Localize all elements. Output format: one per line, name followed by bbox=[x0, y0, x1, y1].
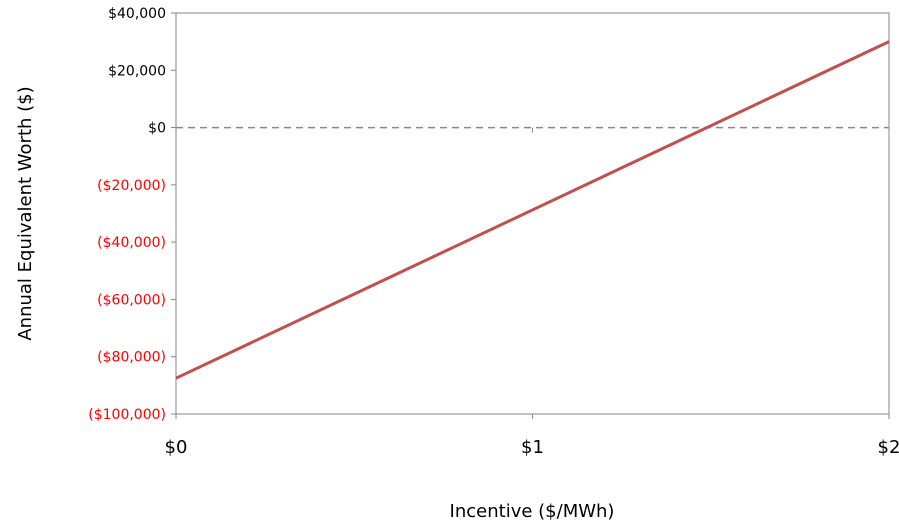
series-line bbox=[175, 40, 890, 380]
y-tick-label: $0 bbox=[148, 121, 166, 137]
y-tick-label: $40,000 bbox=[108, 6, 166, 22]
y-tick-label: ($80,000) bbox=[97, 350, 166, 366]
x-axis-ticks: $0 $1 $2 bbox=[165, 414, 899, 458]
y-axis-ticks: $40,000 $20,000 $0 ($20,000) ($40,000) ($60,0… bbox=[88, 6, 176, 423]
y-tick-label: ($40,000) bbox=[97, 235, 166, 251]
y-tick-label: ($100,000) bbox=[88, 407, 166, 423]
plot-area bbox=[175, 12, 890, 415]
x-tick-label: $1 bbox=[521, 437, 544, 458]
x-tick-label: $0 bbox=[165, 437, 188, 458]
y-tick-label: ($60,000) bbox=[97, 292, 166, 308]
y-axis-label: Annual Equivalent Worth ($) bbox=[15, 86, 36, 340]
x-axis-label: Incentive ($/MWh) bbox=[450, 501, 615, 522]
y-tick-label: ($20,000) bbox=[97, 178, 166, 194]
x-tick-label: $2 bbox=[878, 437, 899, 458]
y-tick-label: $20,000 bbox=[108, 63, 166, 79]
